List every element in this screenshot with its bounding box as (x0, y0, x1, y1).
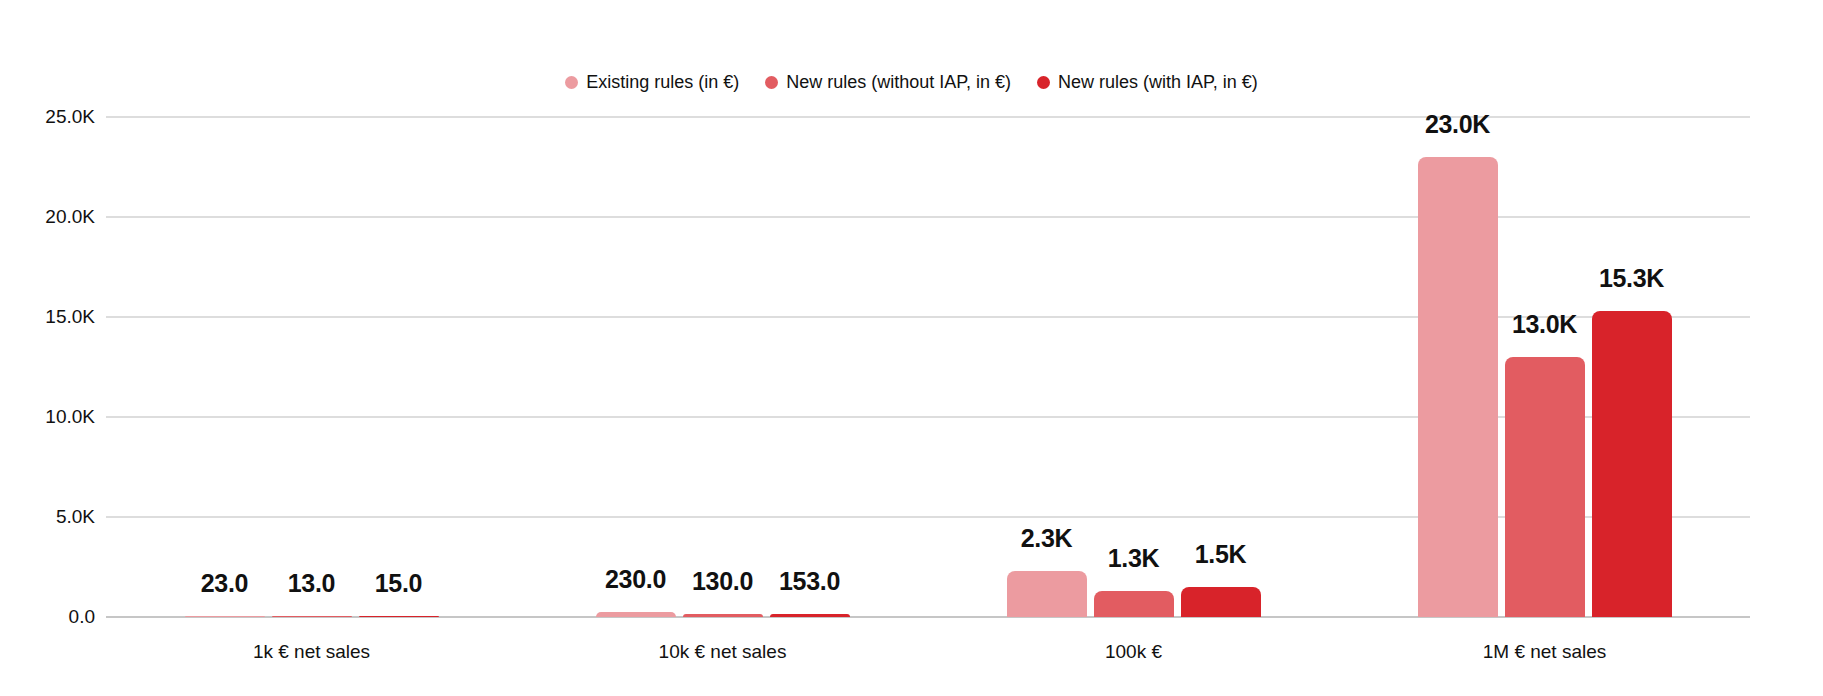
bar-existing-rules-in-2[interactable] (596, 612, 676, 617)
bar-existing-rules-in-4[interactable] (1418, 157, 1498, 617)
chart-legend: Existing rules (in €) New rules (without … (0, 66, 1823, 98)
bar-new-rules-without-iap-in-4[interactable] (1505, 357, 1585, 617)
y-axis-tick-label: 5.0K (0, 506, 95, 528)
x-axis-baseline (106, 616, 1750, 618)
bar-new-rules-without-iap-in-3[interactable] (1094, 591, 1174, 617)
bar-new-rules-with-iap-in-3[interactable] (1181, 587, 1261, 617)
bar-value-label: 153.0 (745, 568, 875, 594)
legend-item-label: New rules (without IAP, in €) (786, 72, 1011, 93)
x-axis-category-label: 1k € net sales (106, 641, 517, 663)
y-axis-tick-label: 25.0K (0, 106, 95, 128)
x-axis-category-label: 10k € net sales (517, 641, 928, 663)
legend-item-series-1[interactable]: Existing rules (in €) (565, 72, 739, 93)
x-axis-category-label: 1M € net sales (1339, 641, 1750, 663)
gridline (106, 516, 1750, 518)
legend-item-series-3[interactable]: New rules (with IAP, in €) (1037, 72, 1258, 93)
y-axis-tick-label: 10.0K (0, 406, 95, 428)
bar-new-rules-with-iap-in-2[interactable] (770, 614, 850, 617)
legend-color-dot-icon (765, 76, 778, 89)
bar-value-label: 23.0K (1393, 111, 1523, 137)
bar-new-rules-without-iap-in-2[interactable] (683, 614, 763, 617)
legend-item-label: Existing rules (in €) (586, 72, 739, 93)
bar-existing-rules-in-3[interactable] (1007, 571, 1087, 617)
bar-new-rules-with-iap-in-4[interactable] (1592, 311, 1672, 617)
bar-existing-rules-in-1[interactable] (185, 616, 265, 617)
bar-chart-canvas: Existing rules (in €) New rules (without … (0, 0, 1823, 696)
bar-value-label: 15.3K (1567, 265, 1697, 291)
y-axis-tick-label: 20.0K (0, 206, 95, 228)
bar-new-rules-without-iap-in-1[interactable] (272, 616, 352, 617)
legend-item-series-2[interactable]: New rules (without IAP, in €) (765, 72, 1011, 93)
legend-item-label: New rules (with IAP, in €) (1058, 72, 1258, 93)
bar-value-label: 13.0K (1480, 311, 1610, 337)
gridline (106, 416, 1750, 418)
bar-value-label: 1.5K (1156, 541, 1286, 567)
legend-color-dot-icon (1037, 76, 1050, 89)
legend-color-dot-icon (565, 76, 578, 89)
bar-value-label: 15.0 (334, 570, 464, 596)
y-axis-tick-label: 0.0 (0, 606, 95, 628)
bar-new-rules-with-iap-in-1[interactable] (359, 616, 439, 617)
y-axis-tick-label: 15.0K (0, 306, 95, 328)
x-axis-category-label: 100k € (928, 641, 1339, 663)
gridline (106, 216, 1750, 218)
